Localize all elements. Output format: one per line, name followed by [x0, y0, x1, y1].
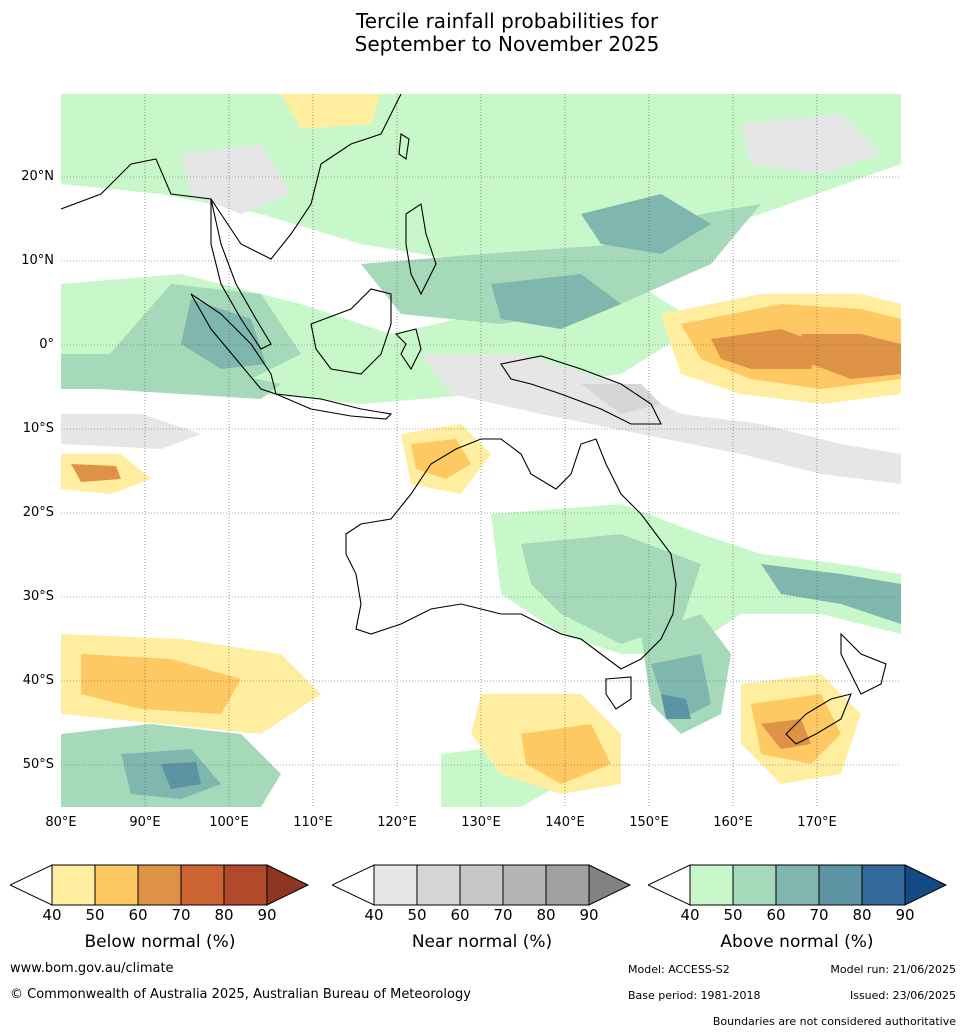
colorbar-near-normal [332, 864, 632, 906]
coastlines [61, 94, 887, 745]
base-period-text: Base period: 1981-2018 [628, 989, 761, 1002]
colorbar-near-segment-70-80 [502, 864, 547, 906]
lat-label-20n: 20°N [21, 169, 54, 184]
sulawesi-coastline [394, 328, 422, 371]
mainland-asia-coastline [61, 94, 402, 260]
colorbar-above-min-extension [648, 864, 691, 906]
colorbar-above-segment-40-50 [689, 864, 734, 906]
colorbar-below-normal [10, 864, 310, 906]
colorbar-below-min-extension [10, 864, 53, 906]
colorbar-below-title: Below normal (%) [84, 932, 236, 952]
graticule [61, 94, 901, 807]
lon-label-110e: 110°E [293, 815, 333, 830]
rainfall-probability-map [61, 94, 901, 807]
title-line-2: September to November 2025 [354, 32, 660, 56]
above-tick-50: 50 [723, 906, 743, 924]
philippines-coastline [405, 203, 437, 296]
colorbar-above-segment-50-60 [732, 864, 777, 906]
colorbar-above-title: Above normal (%) [720, 932, 874, 952]
above-tick-90: 90 [895, 906, 915, 924]
lon-label-160e: 160°E [713, 815, 753, 830]
taiwan-coastline [398, 133, 410, 160]
issued-text: Issued: 23/06/2025 [849, 989, 956, 1002]
colorbar-above-normal [648, 864, 948, 906]
model-text: Model: ACCESS-S2 [628, 963, 730, 976]
colorbar-near-max-extension [588, 864, 632, 906]
map-title: Tercile rainfall probabilities for Septe… [0, 10, 965, 56]
colorbar-near-segment-80-90 [545, 864, 590, 906]
lon-label-120e: 120°E [377, 815, 417, 830]
new-guinea-coastline [500, 355, 662, 425]
lat-label-10s: 10°S [22, 421, 54, 436]
colorbar-near-min-extension [332, 864, 375, 906]
lat-label-40s: 40°S [22, 673, 54, 688]
colorbar-above-segment-70-80 [818, 864, 863, 906]
java-coastline [275, 393, 393, 420]
colorbar-below-segment-50-60 [94, 864, 139, 906]
australia-coastline [345, 438, 677, 670]
colorbar-above-segment-80-90 [861, 864, 906, 906]
near-tick-50: 50 [407, 906, 427, 924]
colorbar-near-segment-60-70 [459, 864, 504, 906]
near-tick-80: 80 [536, 906, 556, 924]
lat-label-0: 0° [39, 337, 54, 352]
colorbar-below-segment-40-50 [51, 864, 96, 906]
lon-label-130e: 130°E [461, 815, 501, 830]
near-tick-40: 40 [364, 906, 384, 924]
below-normal-regions [61, 94, 901, 794]
near-tick-60: 60 [450, 906, 470, 924]
colorbar-near-title: Near normal (%) [411, 932, 553, 952]
model-run-text: Model run: 21/06/2025 [830, 963, 956, 976]
lat-label-30s: 30°S [22, 589, 54, 604]
title-line-1: Tercile rainfall probabilities for [355, 9, 659, 33]
below-tick-80: 80 [214, 906, 234, 924]
above-tick-40: 40 [680, 906, 700, 924]
colorbar-near-segment-50-60 [416, 864, 461, 906]
below-tick-70: 70 [171, 906, 191, 924]
above-tick-60: 60 [766, 906, 786, 924]
lon-label-80e: 80°E [45, 815, 77, 830]
colorbar-above-segment-60-70 [775, 864, 820, 906]
lat-label-50s: 50°S [22, 757, 54, 772]
above-tick-70: 70 [809, 906, 829, 924]
disclaimer-text: Boundaries are not considered authoritat… [712, 1015, 956, 1028]
below-tick-60: 60 [128, 906, 148, 924]
near-tick-70: 70 [493, 906, 513, 924]
colorbar-below-segment-80-90 [223, 864, 268, 906]
below-tick-90: 90 [257, 906, 277, 924]
lon-label-150e: 150°E [629, 815, 669, 830]
colorbar-below-max-extension [266, 864, 310, 906]
lon-label-90e: 90°E [129, 815, 161, 830]
lat-label-10n: 10°N [21, 253, 54, 268]
map-svg [61, 94, 901, 807]
borneo-coastline [310, 288, 392, 375]
new-zealand-south-coastline [785, 693, 852, 745]
lon-label-170e: 170°E [797, 815, 837, 830]
new-zealand-north-coastline [840, 632, 887, 695]
copyright-text: © Commonwealth of Australia 2025, Austra… [10, 987, 471, 1002]
website-link[interactable]: www.bom.gov.au/climate [10, 961, 174, 976]
colorbar-above-max-extension [904, 864, 948, 906]
lat-label-20s: 20°S [22, 505, 54, 520]
below-tick-40: 40 [42, 906, 62, 924]
lon-label-140e: 140°E [545, 815, 585, 830]
malay-peninsula-coastline [210, 198, 272, 350]
below-tick-50: 50 [85, 906, 105, 924]
tasmania-coastline [605, 676, 632, 710]
near-tick-90: 90 [579, 906, 599, 924]
colorbar-near-segment-40-50 [373, 864, 418, 906]
near-normal-regions [61, 114, 901, 484]
colorbar-below-segment-70-80 [180, 864, 225, 906]
colorbar-below-segment-60-70 [137, 864, 182, 906]
above-tick-80: 80 [852, 906, 872, 924]
lon-label-100e: 100°E [209, 815, 249, 830]
